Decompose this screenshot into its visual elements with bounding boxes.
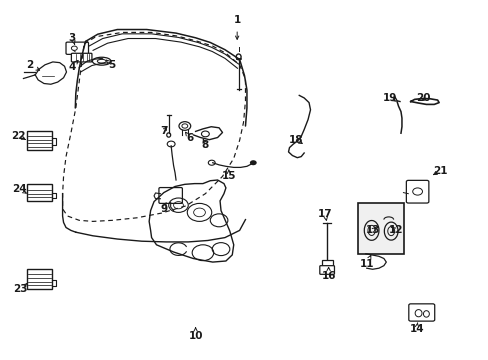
Text: 2: 2 [26, 60, 33, 70]
FancyBboxPatch shape [27, 269, 52, 289]
Bar [357, 203, 404, 254]
FancyBboxPatch shape [27, 131, 52, 150]
Text: 22: 22 [11, 131, 26, 141]
Text: 24: 24 [12, 184, 27, 194]
Text: 19: 19 [382, 93, 397, 103]
FancyBboxPatch shape [71, 53, 92, 62]
Text: 18: 18 [288, 135, 303, 145]
Text: 21: 21 [432, 166, 447, 176]
Text: 8: 8 [202, 140, 208, 150]
Text: 16: 16 [321, 271, 335, 282]
Text: 9: 9 [160, 204, 167, 214]
Text: 5: 5 [108, 60, 115, 70]
Text: 15: 15 [221, 171, 236, 181]
Text: 13: 13 [365, 225, 379, 235]
Text: 6: 6 [186, 132, 193, 143]
Text: 11: 11 [359, 258, 373, 269]
Text: 20: 20 [415, 93, 429, 103]
Text: 3: 3 [69, 33, 76, 43]
Text: 17: 17 [317, 209, 332, 219]
Text: 12: 12 [388, 225, 403, 235]
Text: 7: 7 [160, 126, 167, 136]
Circle shape [249, 160, 256, 165]
FancyBboxPatch shape [66, 42, 88, 54]
Text: 10: 10 [188, 330, 203, 341]
Text: 14: 14 [408, 324, 423, 334]
Text: 1: 1 [233, 15, 240, 25]
Text: 4: 4 [68, 62, 76, 72]
FancyBboxPatch shape [406, 180, 428, 203]
FancyBboxPatch shape [408, 304, 434, 321]
FancyBboxPatch shape [321, 260, 332, 266]
FancyBboxPatch shape [27, 184, 52, 201]
FancyBboxPatch shape [319, 266, 334, 274]
FancyBboxPatch shape [159, 188, 182, 203]
Text: 23: 23 [13, 284, 28, 294]
